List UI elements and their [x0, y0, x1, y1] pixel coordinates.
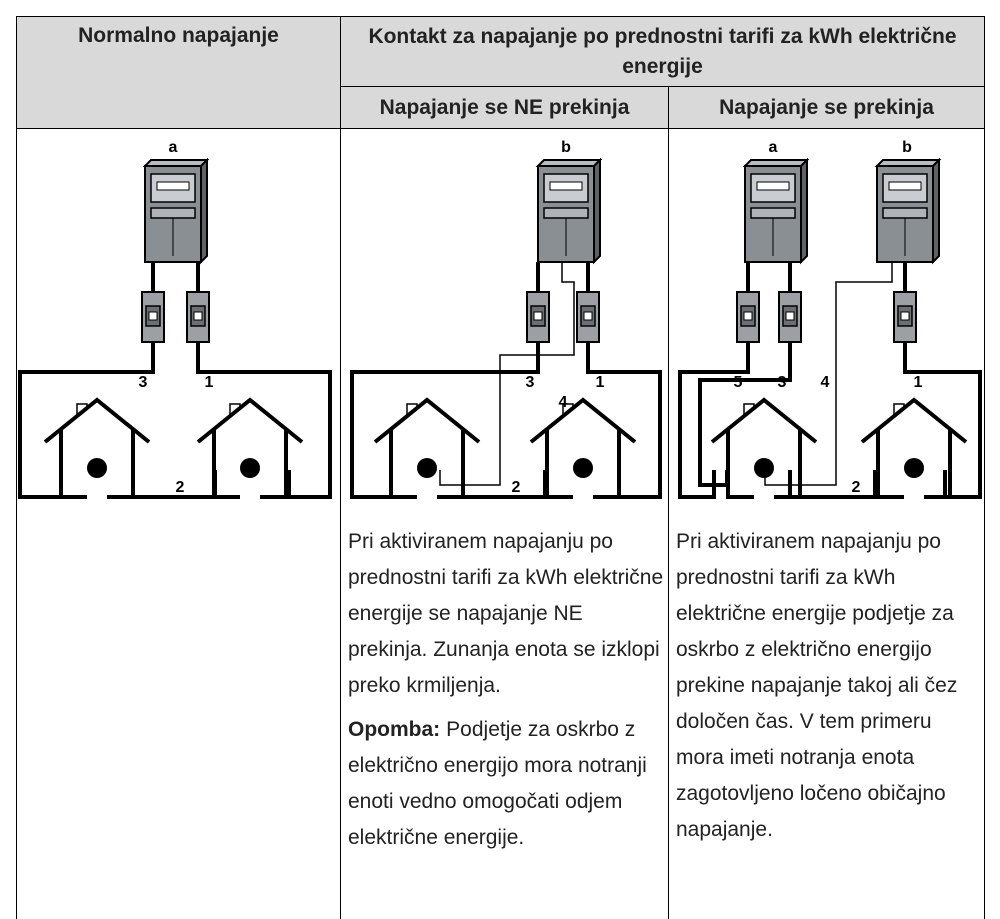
wire-label: 1: [596, 374, 605, 391]
wire-label: 3: [526, 374, 535, 391]
meter-label: b: [561, 139, 571, 156]
diagram: b 3 4 1 2: [352, 139, 660, 497]
wire-label: 1: [914, 374, 923, 391]
diagram: a 3 1 2: [20, 139, 330, 497]
wire-label: 2: [176, 479, 185, 496]
wire-label: 2: [512, 479, 521, 496]
diagram: a b 5 3 4 1 2: [680, 139, 980, 497]
meter-label: a: [169, 139, 178, 156]
wire-label: 3: [778, 374, 787, 391]
wire-label: 3: [139, 374, 148, 391]
meter-label: b: [902, 139, 912, 156]
meter-label: a: [769, 139, 778, 156]
wire-label: 5: [734, 374, 743, 391]
wire-label: 4: [559, 394, 568, 411]
wire-label: 2: [852, 479, 861, 496]
wire-label: 4: [821, 374, 830, 391]
wire-label: 1: [205, 374, 214, 391]
